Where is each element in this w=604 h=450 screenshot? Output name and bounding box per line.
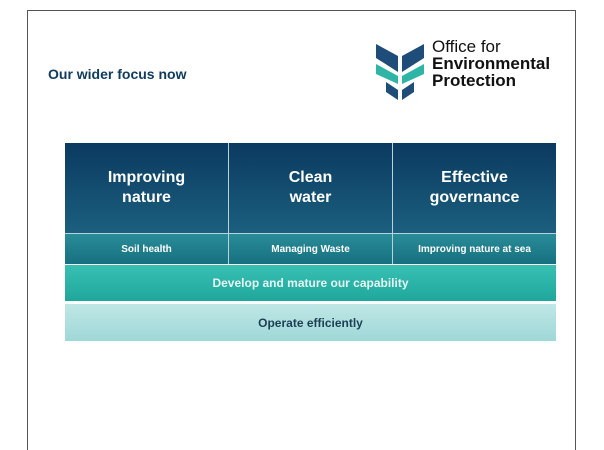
logo-text: Office for Environmental Protection	[432, 38, 550, 89]
slide: Our wider focus now Office for Environme…	[27, 10, 576, 450]
heading-line: nature	[122, 189, 171, 206]
column-heading: Improving nature	[65, 143, 229, 233]
logo-icon	[376, 44, 424, 100]
efficiency-bar: Operate efficiently	[65, 304, 556, 341]
column-heading: Effective governance	[393, 143, 556, 233]
sub-row: Soil health Managing Waste Improving nat…	[65, 233, 556, 264]
heading-line: Improving	[107, 169, 186, 186]
heading-line: water	[289, 189, 332, 206]
column-sub: Managing Waste	[229, 233, 393, 264]
heading-row: Improving nature Clean water Effective gove…	[65, 143, 556, 233]
heading-line: Effective	[441, 169, 508, 186]
column-sub: Soil health	[65, 233, 229, 264]
capability-bar: Develop and mature our capability	[65, 265, 556, 301]
logo-line: Environmental	[432, 54, 551, 73]
column-sub: Improving nature at sea	[393, 233, 556, 264]
logo-line: Protection	[432, 71, 517, 90]
slide-frame	[27, 10, 576, 450]
logo-line: Office for	[432, 37, 501, 56]
column-heading: Clean water	[229, 143, 393, 233]
heading-line: Clean	[288, 169, 333, 186]
heading-line: governance	[429, 189, 520, 206]
slide-title: Our wider focus now	[48, 66, 187, 82]
focus-grid: Improving nature Clean water Effective gove…	[65, 143, 556, 341]
